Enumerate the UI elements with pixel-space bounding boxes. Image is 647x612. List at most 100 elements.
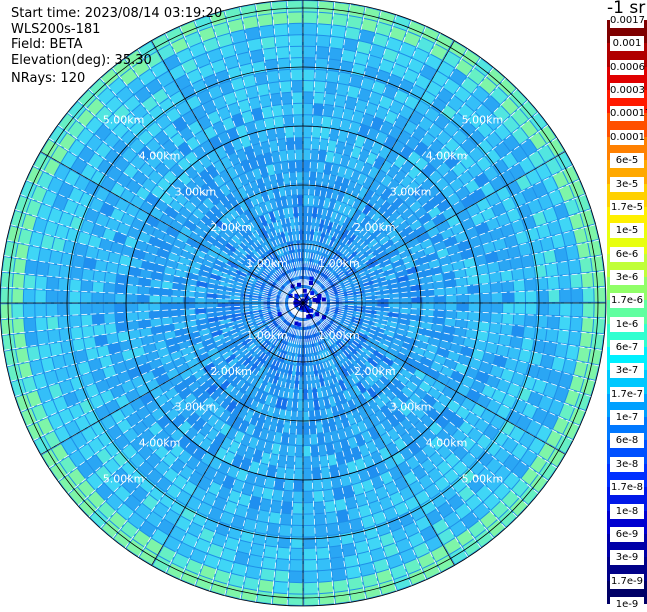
- range-gate: [78, 90, 96, 108]
- range-gate: [37, 172, 53, 190]
- range-gate: [312, 329, 318, 341]
- range-gate: [269, 249, 277, 260]
- range-gate: [363, 189, 374, 202]
- range-gate: [194, 53, 210, 68]
- range-gate: [289, 422, 297, 434]
- range-gate: [257, 277, 268, 285]
- range-gate: [224, 7, 242, 22]
- range-gate: [192, 175, 206, 189]
- range-gate: [448, 41, 467, 58]
- range-gate: [170, 428, 185, 443]
- range-gate: [255, 2, 272, 15]
- range-gate: [503, 134, 519, 151]
- range-gate: [353, 313, 364, 319]
- range-gate: [225, 353, 237, 364]
- range-gate: [72, 255, 85, 269]
- range-gate: [317, 255, 324, 267]
- range-gate: [394, 333, 406, 342]
- range-gate: [283, 315, 292, 324]
- range-gate: [29, 231, 44, 248]
- range-gate: [496, 404, 511, 419]
- ray-separator: [6, 239, 304, 304]
- range-gate: [132, 486, 149, 503]
- range-gate: [303, 183, 309, 195]
- range-gate: [384, 244, 397, 254]
- range-gate: [77, 461, 95, 479]
- range-gate: [254, 335, 265, 345]
- range-gate: [172, 553, 190, 569]
- range-ring-label: 3.00km: [175, 185, 217, 198]
- range-gate: [264, 117, 275, 130]
- range-gate: [113, 232, 127, 245]
- range-gate: [349, 588, 366, 602]
- range-gate: [287, 329, 293, 340]
- ray-separator: [88, 302, 304, 518]
- range-gate: [494, 464, 512, 482]
- range-gate: [172, 303, 183, 310]
- range-gate: [514, 303, 526, 314]
- range-gate: [315, 173, 323, 185]
- range-gate: [523, 266, 536, 279]
- ray-separator: [100, 77, 304, 304]
- range-gate: [486, 399, 501, 414]
- ray-separator: [302, 302, 506, 529]
- range-gate: [360, 363, 372, 375]
- range-gate: [328, 249, 337, 260]
- range-gate: [52, 237, 66, 252]
- range-gate: [157, 44, 175, 61]
- range-gate: [548, 369, 562, 385]
- range-gate: [242, 287, 253, 293]
- range-gate: [536, 223, 551, 239]
- range-gate: [25, 260, 38, 275]
- range-gate: [330, 371, 338, 383]
- range-gate: [267, 265, 276, 275]
- range-gate: [188, 214, 201, 226]
- range-gate: [249, 361, 260, 372]
- range-gate: [504, 357, 518, 371]
- range-gate: [326, 372, 334, 384]
- range-gate: [250, 375, 260, 387]
- range-gate: [515, 174, 531, 191]
- range-gate: [234, 249, 245, 260]
- range-gate: [387, 414, 400, 427]
- range-gate: [423, 199, 436, 212]
- range-ring-label: 1.00km: [318, 257, 360, 270]
- range-gate: [286, 242, 292, 254]
- range-gate: [378, 360, 391, 371]
- range-gate: [200, 264, 212, 273]
- range-gate: [139, 319, 151, 329]
- range-gate: [502, 313, 514, 325]
- range-gate: [218, 303, 229, 308]
- range-gate: [69, 315, 82, 328]
- range-gate: [502, 281, 514, 292]
- range-gate: [77, 231, 91, 246]
- range-gate: [342, 245, 352, 256]
- range-gate: [95, 213, 110, 228]
- colorbar-tick-label: 1.7e-8: [610, 480, 644, 496]
- range-gate: [227, 465, 240, 479]
- range-gate: [521, 337, 534, 351]
- range-gate: [356, 41, 372, 55]
- range-gate: [321, 337, 329, 349]
- range-gate: [364, 316, 375, 322]
- range-gate: [183, 200, 197, 213]
- colorbar-tick-label: 0.00017: [610, 106, 647, 122]
- range-gate: [162, 324, 175, 333]
- range-gate: [163, 81, 180, 97]
- range-gate: [124, 236, 138, 249]
- range-gate: [126, 412, 141, 427]
- range-gate: [263, 328, 274, 337]
- range-gate: [263, 441, 274, 454]
- range-gate: [525, 290, 537, 303]
- range-gate: [434, 309, 445, 318]
- range-gate: [319, 338, 326, 350]
- range-gate: [266, 70, 279, 83]
- range-gate: [269, 333, 278, 343]
- range-gate: [503, 303, 514, 314]
- range-gate: [291, 365, 297, 377]
- ray-separator: [14, 302, 304, 397]
- range-gate: [243, 355, 254, 367]
- range-gate: [324, 260, 333, 271]
- range-gate: [520, 138, 537, 156]
- range-gate: [410, 314, 422, 322]
